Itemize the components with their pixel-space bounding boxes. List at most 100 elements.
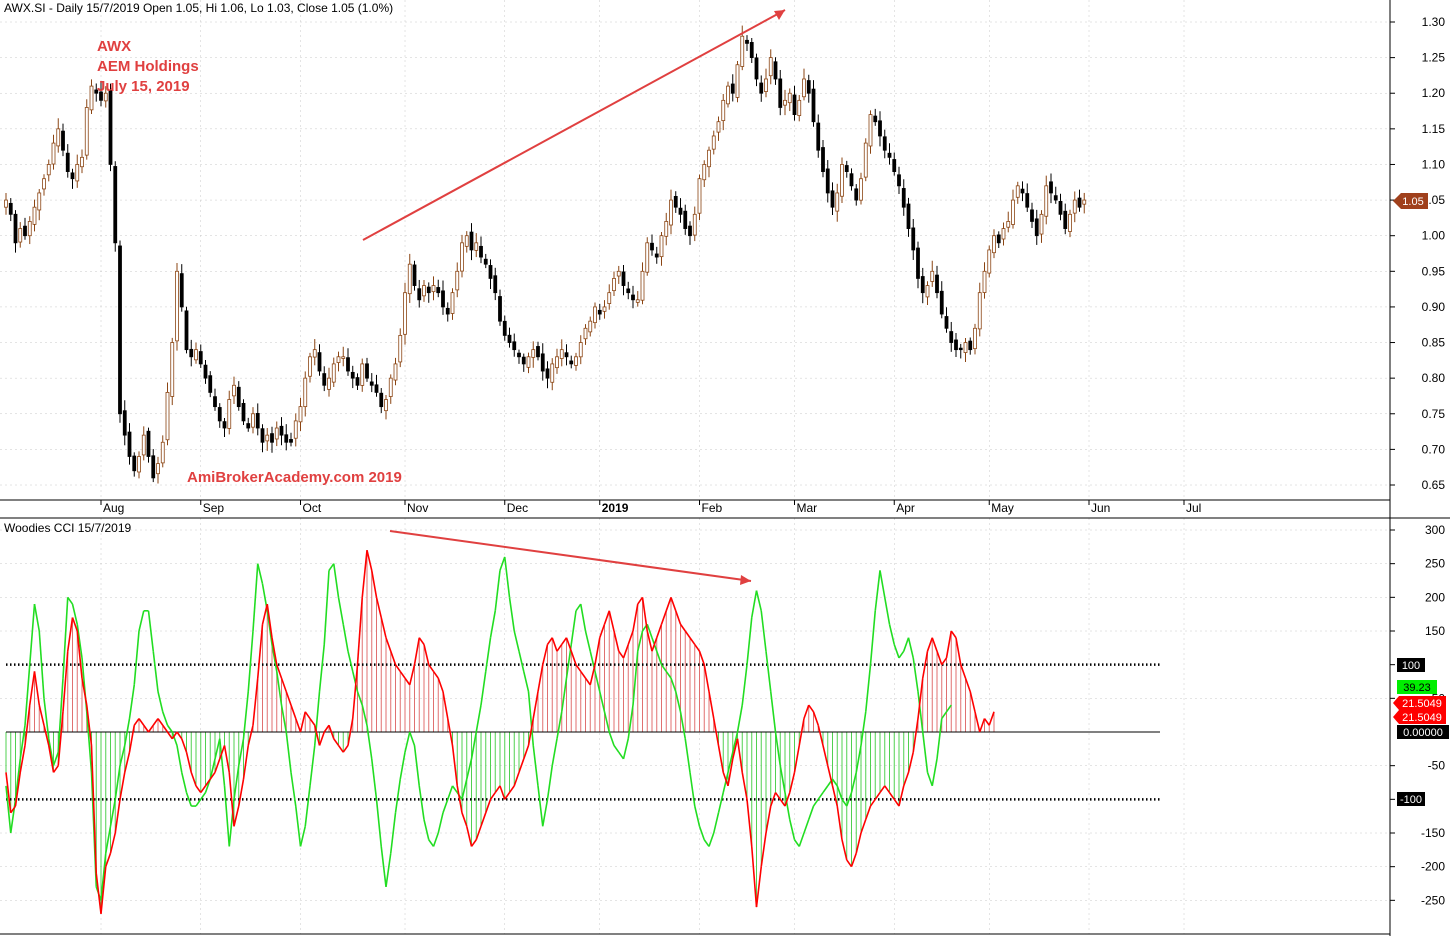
turbo-cci-segment — [299, 826, 307, 847]
cci-segment — [831, 785, 839, 807]
candle-body — [517, 352, 521, 358]
cci-segment — [100, 866, 107, 914]
cci-segment — [565, 637, 573, 652]
cci-segment — [408, 664, 416, 686]
cci-segment — [836, 805, 843, 840]
cci-segment — [860, 819, 867, 834]
candle-body — [536, 346, 540, 358]
cci-segment — [138, 718, 145, 726]
candle-body — [887, 152, 892, 158]
candle-body — [673, 195, 678, 208]
cci-segment — [223, 745, 231, 773]
turbo-cci-segment — [845, 792, 853, 807]
candle-body — [284, 434, 289, 443]
cci-segment — [850, 852, 858, 867]
cci-segment — [71, 617, 79, 632]
turbo-cci-segment — [636, 630, 644, 652]
turbo-cci-segment — [76, 624, 83, 659]
cci-segment — [646, 630, 653, 652]
turbo-cci-segment — [731, 731, 739, 753]
turbo-cci-segment — [280, 704, 288, 733]
cci-segment — [299, 711, 307, 733]
cci-tick-label: 250 — [1425, 557, 1445, 571]
x-axis: Aug Sep Oct Nov Dec 2019 Feb Mar Apr May Jun Jul — [100, 500, 1201, 515]
green-value-tag — [1397, 680, 1437, 694]
candle-body — [279, 425, 284, 436]
candle-body — [716, 121, 721, 133]
candle-body — [165, 391, 170, 441]
candle-body — [455, 270, 460, 291]
x-tick-label: Jul — [1186, 501, 1201, 515]
cci-segment — [518, 758, 525, 773]
candle-body — [863, 142, 868, 178]
turbo-cci-segment — [945, 704, 952, 713]
candle-body — [137, 456, 141, 473]
cci-segment — [541, 644, 549, 665]
candle-body — [669, 199, 673, 226]
cci-segment — [598, 624, 606, 638]
cci-segment — [290, 704, 297, 719]
price-tick-label: 1.00 — [1422, 229, 1446, 243]
cci-segment — [451, 745, 459, 786]
cci-segment — [978, 718, 986, 733]
turbo-cci-segment — [233, 765, 240, 800]
cci-segment — [399, 670, 406, 679]
cci-segment — [727, 758, 734, 787]
candle-body — [417, 288, 422, 301]
candle-body — [365, 363, 369, 379]
cci-segment — [750, 846, 758, 908]
turbo-cci-segment — [323, 570, 330, 645]
candle-body — [84, 107, 89, 156]
candle-body — [56, 128, 61, 147]
turbo-cci-segment — [266, 610, 273, 645]
cci-segment — [618, 650, 625, 659]
candle-body — [184, 310, 189, 351]
cci-segment — [347, 718, 354, 746]
candle-body — [821, 147, 825, 172]
candle-body — [99, 91, 103, 101]
turbo-cci-segment — [537, 785, 544, 827]
candle-body — [412, 264, 417, 286]
cci-segment — [522, 745, 530, 760]
cci-segment — [660, 610, 668, 625]
turbo-cci-segment — [703, 839, 710, 847]
candle-body — [1025, 193, 1030, 208]
candle-body — [521, 356, 526, 365]
cci-segment — [109, 832, 117, 854]
turbo-cci-segment — [109, 799, 117, 827]
cci-segment — [964, 677, 972, 692]
candle-body — [721, 99, 726, 121]
cci-segment — [90, 745, 98, 874]
cci-segment — [404, 677, 411, 686]
candle-body — [460, 242, 464, 272]
turbo-cci-segment — [660, 664, 667, 672]
cci-segment — [532, 691, 539, 719]
turbo-cci-segment — [532, 745, 539, 786]
candle-body — [816, 122, 821, 151]
candle-body — [132, 455, 137, 472]
turbo-cci-segment — [28, 604, 36, 665]
cci-segment — [803, 704, 810, 719]
price-tick-label: 0.75 — [1422, 407, 1446, 421]
cci-segment — [499, 785, 506, 800]
cci-segment — [679, 623, 686, 632]
turbo-cci-segment — [831, 778, 838, 787]
turbo-cci-segment — [598, 691, 606, 712]
turbo-cci-segment — [489, 610, 497, 638]
candle-body — [702, 164, 707, 181]
cci-segment — [755, 866, 763, 908]
turbo-cci-segment — [218, 738, 226, 786]
candle-body — [445, 307, 450, 315]
candle-body — [626, 288, 631, 294]
candle-body — [127, 431, 132, 457]
turbo-cci-segment — [147, 610, 155, 652]
candle-body — [849, 173, 854, 187]
candle-body — [916, 247, 920, 279]
turbo-cci-segment — [836, 785, 843, 800]
cci-segment — [328, 725, 335, 739]
cci-segment — [884, 785, 891, 794]
cci-segment — [38, 704, 45, 726]
turbo-cci-segment — [408, 731, 416, 746]
turbo-cci-segment — [461, 778, 468, 800]
price-tick-label: 0.85 — [1422, 336, 1446, 350]
